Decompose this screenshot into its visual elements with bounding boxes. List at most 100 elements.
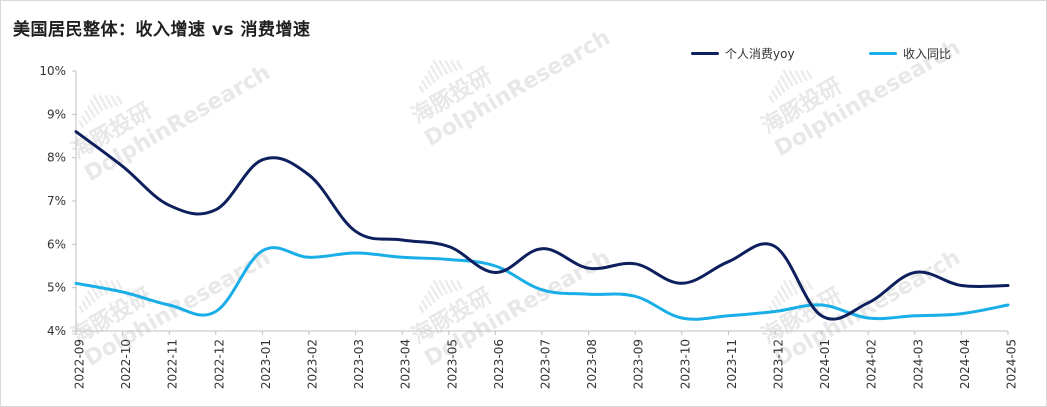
x-tick-label: 2023-10 (678, 339, 692, 389)
watermark-logo-bar (455, 60, 463, 70)
x-tick-label: 2023-05 (445, 339, 459, 389)
x-tick-label: 2024-01 (818, 339, 832, 389)
watermark-logo-bar (115, 95, 123, 105)
watermark-logo-bar (805, 70, 813, 80)
watermark-logo-bar (429, 284, 440, 300)
watermark-logo-bar (109, 279, 119, 292)
x-tick-label: 2022-12 (212, 339, 226, 389)
x-tick-label: 2024-05 (1005, 339, 1019, 389)
x-tick-label: 2023-06 (492, 339, 506, 389)
x-tick-label: 2023-12 (772, 339, 786, 389)
legend-swatch-income (869, 52, 897, 55)
watermark-logo-bar (423, 294, 433, 307)
y-tick-label: 7% (47, 194, 66, 208)
watermark-logo-bar (86, 104, 96, 119)
x-tick-label: 2023-03 (352, 339, 366, 389)
watermark-logo-bar (773, 84, 783, 97)
watermark-logo-bar (92, 94, 104, 112)
x-tick-label: 2024-04 (958, 339, 972, 389)
y-tick-label: 4% (47, 324, 66, 338)
legend-swatch-consumption (691, 52, 719, 55)
watermark-logo-bar (438, 279, 449, 295)
watermark-logo-bar (115, 280, 123, 290)
x-tick-label: 2024-03 (911, 339, 925, 389)
watermark-logo-bar (109, 94, 119, 107)
watermark-logo-bar (83, 109, 93, 122)
legend-item-income: 收入同比 (869, 45, 951, 62)
x-tick-label: 2022-10 (119, 339, 133, 389)
watermark-logo-bar (423, 74, 433, 87)
x-tick-label: 2023-02 (306, 339, 320, 389)
x-tick-label: 2023-04 (399, 339, 413, 389)
watermark-logo-bar (776, 289, 786, 304)
watermark-logo-bar (89, 99, 100, 115)
watermark-logo-bar (421, 300, 429, 310)
series-line-income (74, 246, 1010, 321)
y-tick-label: 9% (47, 107, 66, 121)
watermark-logo-bar (779, 284, 790, 300)
watermark-logo-bar (782, 69, 794, 87)
x-tick-label: 2023-01 (259, 339, 273, 389)
x-tick-label: 2023-08 (585, 339, 599, 389)
chart-axes: 4% 5% 6% 7% 8% 9% 10% 2022-09 2022-10 2022-11 2022… (39, 64, 1018, 389)
watermark-logo-bar (426, 69, 436, 84)
watermark-logo-bar (98, 94, 109, 110)
watermark-logo-bar (429, 64, 440, 80)
watermark-logo-bar (799, 69, 809, 82)
watermark-logo-bar (86, 289, 96, 304)
legend-label-income: 收入同比 (903, 47, 952, 61)
watermark-logo-bar (794, 279, 804, 294)
chart-title: 美国居民整体：收入增速 vs 消费增速 (13, 20, 311, 40)
y-tick-label: 10% (39, 64, 66, 78)
watermark-logo-bar (771, 300, 779, 310)
y-tick-label: 6% (47, 237, 66, 251)
x-tick-label: 2023-09 (632, 339, 646, 389)
watermark-logo-bar (788, 69, 799, 85)
watermark-logo-bar (418, 305, 425, 314)
x-tick-label: 2022-09 (73, 339, 87, 389)
watermark-logo-bar (788, 279, 799, 295)
legend-label-consumption: 个人消费yoy (725, 47, 795, 61)
y-tick-label: 5% (47, 281, 66, 295)
watermark-logo-bar (83, 294, 93, 307)
x-tick-label: 2023-11 (725, 339, 739, 389)
watermark-logo-bar (421, 80, 429, 90)
x-tick-label: 2024-02 (865, 339, 879, 389)
watermark-logo-bar (78, 305, 85, 314)
watermark-logo-bar (89, 284, 100, 300)
series-line-consumption (74, 130, 1010, 321)
legend-item-consumption: 个人消费yoy (691, 45, 795, 62)
watermark-logo-bar (432, 59, 444, 77)
watermark-logo-bar (444, 279, 454, 294)
watermark-logo-bar (432, 279, 444, 297)
watermark-logo-bar (782, 279, 794, 297)
watermark-logo-bar (779, 74, 790, 90)
watermark-logo-bar (81, 115, 89, 125)
watermark-logo-bar (773, 294, 783, 307)
watermark-logo-bar (449, 279, 459, 292)
watermark-logo-bar (768, 95, 775, 104)
y-tick-label: 8% (47, 151, 66, 165)
watermark-logo-bar (455, 280, 463, 290)
watermark-logo-bar (81, 300, 89, 310)
watermark-logo-bar (799, 279, 809, 292)
watermark-logo-bar (444, 59, 454, 74)
watermark-logo-bar (805, 280, 813, 290)
chart-series (74, 130, 1010, 321)
watermark-logo-bar (771, 90, 779, 100)
watermark-logo-bar (418, 85, 425, 94)
watermark-logo-bar (104, 94, 114, 109)
watermark-logo-bar (776, 79, 786, 94)
x-tick-label: 2022-11 (166, 339, 180, 389)
watermark-logo-bar (78, 120, 85, 129)
chart-legend: 个人消费yoy 收入同比 (1, 45, 1046, 65)
x-tick-label: 2023-07 (539, 339, 553, 389)
watermark-logo-bar (794, 69, 804, 84)
watermark-logo-bar (438, 59, 449, 75)
watermark-logo-bar (449, 59, 459, 72)
